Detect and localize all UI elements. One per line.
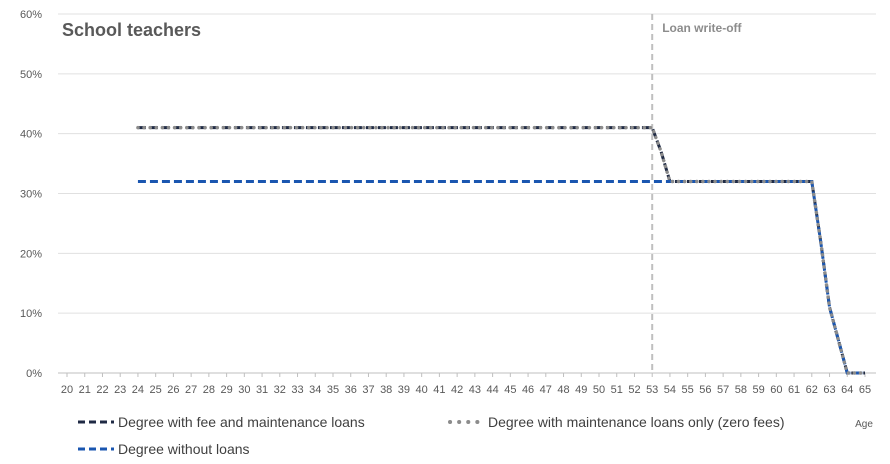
x-tick-label: 56	[699, 384, 711, 396]
x-tick-label: 26	[167, 384, 179, 396]
x-tick-label: 42	[451, 384, 463, 396]
legend-label-fee-and-maintenance: Degree with fee and maintenance loans	[118, 414, 365, 430]
x-tick-label: 54	[664, 384, 676, 396]
series-line-1	[136, 125, 867, 375]
chart-title: School teachers	[62, 20, 201, 40]
x-tick-label: 57	[717, 384, 729, 396]
y-tick-label: 60%	[20, 9, 42, 21]
x-tick-label: 20	[61, 384, 73, 396]
x-tick-label: 37	[362, 384, 374, 396]
x-tick-label: 43	[469, 384, 481, 396]
x-tick-label: 48	[557, 384, 569, 396]
x-tick-label: 40	[416, 384, 428, 396]
x-tick-label: 63	[823, 384, 835, 396]
x-tick-label: 21	[79, 384, 91, 396]
x-tick-label: 61	[788, 384, 800, 396]
x-tick-label: 34	[309, 384, 321, 396]
legend-label-maintenance-only: Degree with maintenance loans only (zero…	[488, 414, 785, 430]
legend-swatch-maintenance-only	[448, 420, 484, 424]
gridlines	[58, 13, 876, 374]
loan-write-off-label: Loan write-off	[662, 21, 742, 35]
legend-item-fee-and-maintenance: Degree with fee and maintenance loans	[76, 414, 365, 430]
series-line-0	[137, 126, 865, 375]
x-tick-label: 45	[504, 384, 516, 396]
x-axis-ticks: 20 21 22 23 24 25 26 27 28 29 30 31 32 33 34 35 36 37 38 39…	[61, 373, 871, 396]
x-tick-label: 33	[291, 384, 303, 396]
y-tick-label: 40%	[20, 129, 42, 141]
series-line-2	[137, 180, 865, 375]
x-tick-label: 25	[150, 384, 162, 396]
legend-swatch-without-loans	[78, 447, 114, 451]
x-tick-label: 62	[806, 384, 818, 396]
x-tick-label: 58	[735, 384, 747, 396]
x-tick-label: 51	[611, 384, 623, 396]
x-tick-label: 44	[486, 384, 498, 396]
y-tick-label: 50%	[20, 69, 42, 81]
x-tick-label: 52	[628, 384, 640, 396]
x-tick-label: 36	[345, 384, 357, 396]
x-tick-label: 55	[682, 384, 694, 396]
y-tick-label: 20%	[20, 248, 42, 260]
x-tick-label: 23	[114, 384, 126, 396]
x-tick-label: 24	[132, 384, 144, 396]
legend-swatch-fee-and-maintenance	[78, 420, 114, 424]
legend-item-without-loans: Degree without loans	[76, 441, 250, 457]
x-tick-label: 28	[203, 384, 215, 396]
y-axis-ticks: 0% 10% 20% 30% 40% 50% 60%	[20, 9, 42, 380]
x-tick-label: 60	[770, 384, 782, 396]
x-tick-label: 64	[841, 384, 853, 396]
y-tick-label: 0%	[26, 368, 42, 380]
x-tick-label: 32	[274, 384, 286, 396]
x-tick-label: 38	[380, 384, 392, 396]
x-tick-label: 53	[646, 384, 658, 396]
x-tick-label: 47	[540, 384, 552, 396]
x-tick-label: 59	[752, 384, 764, 396]
x-tick-label: 31	[256, 384, 268, 396]
x-tick-label: 29	[220, 384, 232, 396]
x-tick-label: 27	[185, 384, 197, 396]
x-tick-label: 50	[593, 384, 605, 396]
y-tick-label: 30%	[20, 189, 42, 201]
x-tick-label: 49	[575, 384, 587, 396]
x-axis-label: Age	[855, 419, 873, 430]
x-tick-label: 65	[859, 384, 871, 396]
x-tick-label: 41	[433, 384, 445, 396]
series-lines	[136, 125, 867, 375]
legend-item-maintenance-only: Degree with maintenance loans only (zero…	[446, 414, 785, 430]
x-tick-label: 46	[522, 384, 534, 396]
x-tick-label: 30	[238, 384, 250, 396]
x-tick-label: 35	[327, 384, 339, 396]
x-tick-label: 22	[96, 384, 108, 396]
legend-label-without-loans: Degree without loans	[118, 441, 250, 457]
y-tick-label: 10%	[20, 308, 42, 320]
x-tick-label: 39	[398, 384, 410, 396]
